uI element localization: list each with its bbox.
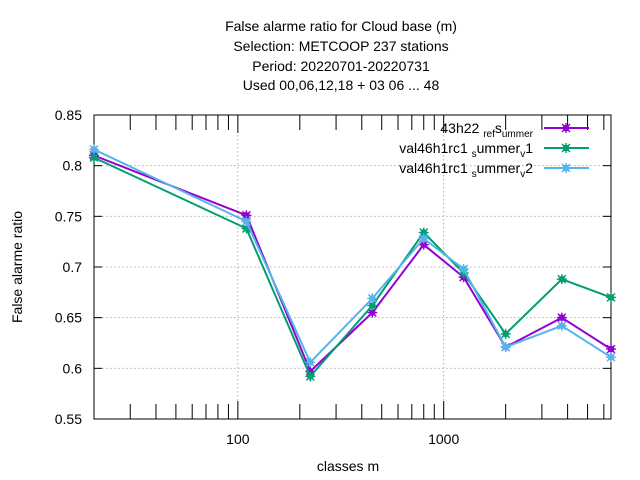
legend-entry-label: val46h1rc1 summerv2 [399,160,533,180]
y-tick-label: 0.75 [55,208,82,224]
data-point [89,144,99,155]
data-point [556,274,567,285]
series-3 [89,144,616,368]
data-point [606,352,616,363]
data-point [556,312,567,323]
grid [94,115,611,419]
y-tick-label: 0.65 [55,310,82,326]
y-axis-label: False alarme ratio [9,211,25,323]
data-point [89,152,99,163]
title-line-2: Selection: METCOOP 237 stations [233,38,448,54]
x-axis-label: classes m [317,458,379,474]
legend-marker [561,123,571,133]
data-point [556,320,567,331]
legend-entry-label: val46h1rc1 summerv1 [399,140,533,160]
plot-border [93,114,612,420]
y-tick-label: 0.7 [63,259,83,275]
y-tick-label: 0.6 [63,360,83,376]
legend-entry-label: 43h22 refsummer [440,120,533,140]
data-point [305,371,316,382]
data-point [367,293,378,304]
x-tick-label: 100 [226,431,250,447]
title-line-3: Period: 20220701-20220731 [252,58,430,74]
series-lines [89,144,616,382]
data-point [418,233,429,244]
y-tick-label: 0.55 [55,411,82,427]
series-2 [89,152,616,382]
chart-title: False alarme ratio for Cloud base (m) Se… [225,18,457,93]
legend-marker [561,143,571,153]
data-point [606,292,616,303]
data-point [500,342,511,353]
y-tick-label: 0.8 [63,158,83,174]
title-line-4: Used 00,06,12,18 + 03 06 ... 48 [243,77,440,93]
x-tick-label: 1000 [428,431,459,447]
data-point [500,328,511,339]
y-tick-label: 0.85 [55,107,82,123]
series-line [93,154,612,373]
data-point [458,264,469,275]
data-point [305,357,316,368]
data-point [367,300,378,311]
data-point [606,344,616,355]
data-point [367,307,378,318]
series-line [93,156,612,378]
title-line-1: False alarme ratio for Cloud base (m) [225,18,457,34]
data-point [241,216,252,227]
legend-marker [561,163,571,173]
axis-ticks: 0.55 0.6 0.65 0.7 0.75 0.8 0.85 100 1000 [55,107,611,447]
